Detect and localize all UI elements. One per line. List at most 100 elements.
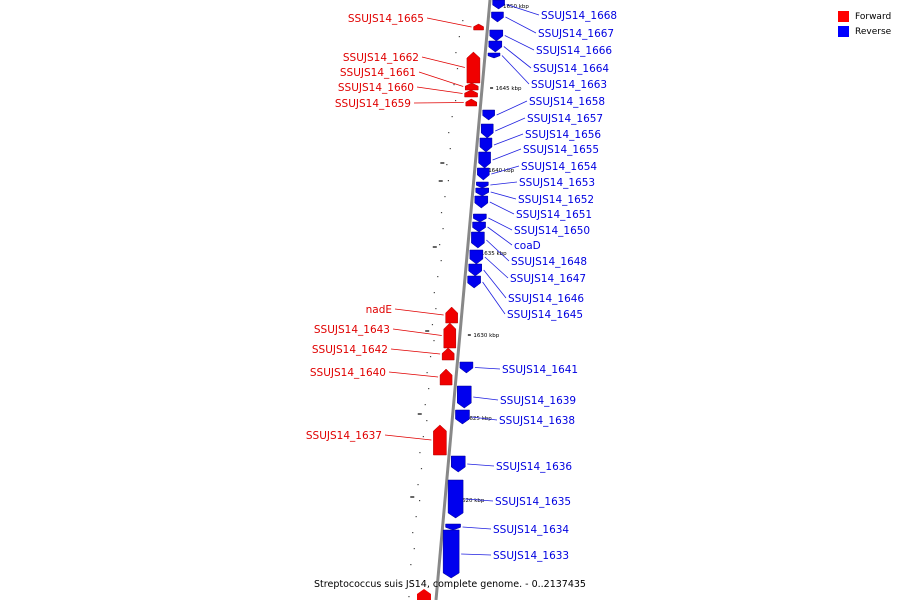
minor-tick [451,116,453,118]
reverse-gene-label-ssujs14-1653: SSUJS14_1653 [519,177,595,189]
reverse-gene-label-ssujs14-1634: SSUJS14_1634 [493,524,569,536]
tick-label: 1650 kbp [503,4,529,10]
reverse-leader-line [484,256,509,279]
forward-leader-line [388,371,439,378]
minor-tick [440,260,442,262]
reverse-leader-line [489,201,515,215]
reverse-gene-label-ssujs14-1668: SSUJS14_1668 [541,10,617,22]
reverse-leader-line [495,117,526,132]
reverse-gene-arrow-ssujs14-1641 [459,361,474,374]
forward-gene-arrow-ssujs14-1660 [464,89,478,98]
reverse-leader-line [488,217,513,231]
forward-leader-line [416,86,463,94]
reverse-gene-label-ssujs14-1657: SSUJS14_1657 [527,113,603,125]
forward-gene-arrow-ssujs14-1637 [433,424,447,456]
minor-tick [410,564,412,566]
forward-gene-arrow-ssujs14-1659 [465,98,478,107]
genes-layer [417,0,505,600]
legend-forward: Forward [838,9,891,24]
forward-leader-line [384,434,432,441]
reverse-gene-arrow-ssujs14-1668 [492,0,505,10]
labels-layer: SSUJS14_1665 SSUJS14_1662 SSUJS14_1661 SSUJ… [306,10,617,562]
minor-tick [455,52,457,54]
reverse-gene-label-ssujs14-1663: SSUJS14_1663 [531,79,607,91]
minor-tick [453,84,455,86]
reverse-gene-arrow-ssujs14-1635 [447,479,464,519]
minor-tick [426,420,428,422]
reverse-gene-arrow-ssujs14-1656 [479,137,493,153]
reverse-gene-label-ssujs14-1638: SSUJS14_1638 [499,415,575,427]
reverse-gene-arrow-ssujs14-1657 [480,123,494,139]
reverse-gene-arrow-ssujs14-1664 [488,40,503,53]
forward-leader-line [413,102,464,104]
reverse-gene-label-ssujs14-1635: SSUJS14_1635 [495,496,571,508]
reverse-gene-label-ssujs14-1650: SSUJS14_1650 [514,225,590,237]
minor-tick [428,388,430,390]
forward-gene-arrow-ssujs14-1642 [441,347,455,361]
forward-leader-line [390,348,441,355]
minor-tick [426,372,428,374]
forward-gene-arrow-ssujs14-1640 [439,368,453,386]
minor-tick [449,148,451,150]
forward-gene-arrow-ssujs14-1643 [443,322,457,349]
reverse-gene-label-ssujs14-1636: SSUJS14_1636 [496,461,572,473]
reverse-gene-label-ssujs14-1658: SSUJS14_1658 [529,96,605,108]
minor-tick [408,596,410,598]
minor-tick [439,244,441,246]
forward-swatch [838,11,849,22]
forward-gene-label-ssujs14-1640: SSUJS14_1640 [310,367,386,379]
reverse-gene-arrow-ssujs14-1663 [487,52,501,59]
reverse-gene-arrow-ssujs14-1652 [475,187,489,197]
minor-tick [413,548,415,550]
forward-gene-arrow-ssujs14-1661 [464,82,479,91]
legend-forward-label: Forward [855,11,892,22]
reverse-leader-line [490,181,518,186]
reverse-leader-line [493,133,524,146]
reverse-gene-label-ssujs14-1667: SSUJS14_1667 [538,28,614,40]
reverse-gene-arrow-ssujs14-1645 [467,275,481,289]
minor-tick [435,308,437,310]
reverse-gene-label-ssujs14-1656: SSUJS14_1656 [525,129,601,141]
legend-reverse-label: Reverse [855,26,892,37]
reverse-leader-line [492,148,522,161]
minor-tick [422,436,424,438]
reverse-leader-line [503,46,532,69]
reverse-leader-line [504,35,535,51]
minor-tick [442,228,444,230]
forward-leader-line [394,308,444,316]
reverse-gene-label-ssujs14-1655: SSUJS14_1655 [523,144,599,156]
minor-tick [433,340,435,342]
forward-gene-label-ssujs14-1662: SSUJS14_1662 [343,52,419,64]
reverse-leader-line [474,367,501,370]
leaders-layer [384,4,540,556]
reverse-gene-label-ssujs14-1645: SSUJS14_1645 [507,309,583,321]
reverse-gene-label-ssujs14-1633: SSUJS14_1633 [493,550,569,562]
forward-gene-label-nade: nadE [366,304,392,316]
map-caption: Streptococcus suis JS14, complete genome… [314,579,586,590]
forward-gene-label-ssujs14-1660: SSUJS14_1660 [338,82,414,94]
forward-gene-label-ssujs14-1643: SSUJS14_1643 [314,324,390,336]
tick-label: 1625 kbp [466,416,492,422]
minor-tick [420,468,423,470]
minor-tick [417,484,419,486]
minor-tick [446,164,448,166]
tick-label: 1645 kbp [496,86,522,92]
reverse-leader-line [473,396,499,401]
reverse-leader-line [505,16,537,34]
minor-tick [458,36,460,38]
forward-leader-line [426,17,472,28]
reverse-gene-arrow-ssujs14-1634 [445,523,461,531]
reverse-gene-label-ssujs14-1648: SSUJS14_1648 [511,256,587,268]
minor-tick [419,452,421,454]
reverse-gene-arrow-ssujs14-1636 [450,455,466,473]
minor-tick [424,404,426,406]
reverse-gene-arrow-ssujs14-1633 [442,529,460,579]
reverse-gene-arrow-ssujs14-1646 [468,263,482,277]
reverse-swatch [838,26,849,37]
reverse-leader-line [482,281,506,315]
reverse-gene-arrow-ssujs14-1638 [455,409,470,425]
genome-backbone [434,0,492,600]
minor-tick [411,580,413,582]
minor-tick [429,356,432,358]
